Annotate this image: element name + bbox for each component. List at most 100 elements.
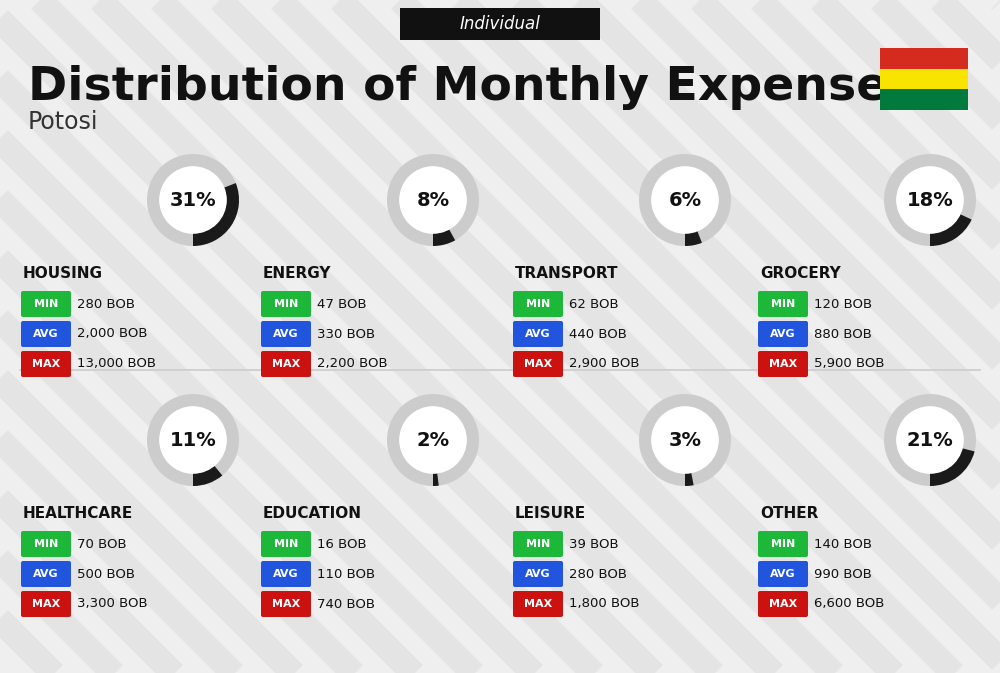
Text: 2,200 BOB: 2,200 BOB — [317, 357, 388, 371]
Text: 280 BOB: 280 BOB — [77, 297, 135, 310]
Text: 3,300 BOB: 3,300 BOB — [77, 598, 148, 610]
Text: AVG: AVG — [525, 569, 551, 579]
Text: AVG: AVG — [33, 569, 59, 579]
Wedge shape — [884, 394, 976, 486]
Text: AVG: AVG — [273, 569, 299, 579]
FancyBboxPatch shape — [261, 321, 311, 347]
Text: 13,000 BOB: 13,000 BOB — [77, 357, 156, 371]
Text: 140 BOB: 140 BOB — [814, 538, 872, 551]
Text: 740 BOB: 740 BOB — [317, 598, 375, 610]
Text: AVG: AVG — [770, 569, 796, 579]
Wedge shape — [884, 154, 976, 246]
Wedge shape — [193, 183, 239, 246]
FancyBboxPatch shape — [21, 591, 71, 617]
Text: 1,800 BOB: 1,800 BOB — [569, 598, 640, 610]
FancyBboxPatch shape — [880, 48, 968, 69]
Text: 62 BOB: 62 BOB — [569, 297, 619, 310]
Text: MIN: MIN — [526, 299, 550, 309]
FancyBboxPatch shape — [261, 561, 311, 587]
FancyBboxPatch shape — [513, 351, 563, 377]
Circle shape — [652, 407, 718, 473]
Circle shape — [400, 167, 466, 233]
Circle shape — [897, 167, 963, 233]
FancyBboxPatch shape — [758, 531, 808, 557]
Text: MAX: MAX — [272, 599, 300, 609]
Text: MAX: MAX — [769, 359, 797, 369]
Text: TRANSPORT: TRANSPORT — [515, 266, 618, 281]
Text: MAX: MAX — [524, 599, 552, 609]
Circle shape — [652, 167, 718, 233]
FancyBboxPatch shape — [513, 291, 563, 317]
Wedge shape — [147, 394, 239, 486]
FancyBboxPatch shape — [880, 69, 968, 90]
Text: 2,900 BOB: 2,900 BOB — [569, 357, 640, 371]
Text: 16 BOB: 16 BOB — [317, 538, 367, 551]
Text: AVG: AVG — [273, 329, 299, 339]
Text: Distribution of Monthly Expenses: Distribution of Monthly Expenses — [28, 65, 916, 110]
Text: MIN: MIN — [771, 299, 795, 309]
Text: MIN: MIN — [34, 539, 58, 549]
Text: 6,600 BOB: 6,600 BOB — [814, 598, 884, 610]
Text: MAX: MAX — [524, 359, 552, 369]
Wedge shape — [147, 154, 239, 246]
Wedge shape — [930, 214, 972, 246]
Wedge shape — [685, 231, 702, 246]
FancyBboxPatch shape — [21, 531, 71, 557]
FancyBboxPatch shape — [21, 351, 71, 377]
Text: EDUCATION: EDUCATION — [263, 505, 362, 520]
Text: MIN: MIN — [34, 299, 58, 309]
Text: AVG: AVG — [33, 329, 59, 339]
FancyBboxPatch shape — [261, 291, 311, 317]
FancyBboxPatch shape — [513, 531, 563, 557]
Wedge shape — [387, 394, 479, 486]
Text: MAX: MAX — [32, 599, 60, 609]
Text: 110 BOB: 110 BOB — [317, 567, 375, 581]
Text: 990 BOB: 990 BOB — [814, 567, 872, 581]
Text: Potosi: Potosi — [28, 110, 98, 134]
Text: AVG: AVG — [770, 329, 796, 339]
FancyBboxPatch shape — [400, 8, 600, 40]
Text: MAX: MAX — [272, 359, 300, 369]
Wedge shape — [387, 154, 479, 246]
Text: 11%: 11% — [170, 431, 216, 450]
Text: OTHER: OTHER — [760, 505, 818, 520]
Text: GROCERY: GROCERY — [760, 266, 841, 281]
Wedge shape — [930, 448, 975, 486]
Text: 70 BOB: 70 BOB — [77, 538, 127, 551]
Text: 47 BOB: 47 BOB — [317, 297, 367, 310]
FancyBboxPatch shape — [261, 531, 311, 557]
Text: 18%: 18% — [907, 190, 953, 209]
FancyBboxPatch shape — [758, 291, 808, 317]
Text: MIN: MIN — [274, 299, 298, 309]
Text: MAX: MAX — [769, 599, 797, 609]
Wedge shape — [639, 394, 731, 486]
Text: 880 BOB: 880 BOB — [814, 328, 872, 341]
Text: 120 BOB: 120 BOB — [814, 297, 872, 310]
Text: HOUSING: HOUSING — [23, 266, 103, 281]
Text: 3%: 3% — [668, 431, 702, 450]
FancyBboxPatch shape — [513, 591, 563, 617]
Text: 39 BOB: 39 BOB — [569, 538, 619, 551]
Text: 500 BOB: 500 BOB — [77, 567, 135, 581]
FancyBboxPatch shape — [261, 351, 311, 377]
FancyBboxPatch shape — [758, 591, 808, 617]
Wedge shape — [193, 466, 222, 486]
Text: MIN: MIN — [274, 539, 298, 549]
Text: ENERGY: ENERGY — [263, 266, 332, 281]
Text: AVG: AVG — [525, 329, 551, 339]
FancyBboxPatch shape — [880, 90, 968, 110]
FancyBboxPatch shape — [513, 321, 563, 347]
FancyBboxPatch shape — [758, 321, 808, 347]
Text: 21%: 21% — [907, 431, 953, 450]
Text: MIN: MIN — [526, 539, 550, 549]
Text: Individual: Individual — [460, 15, 540, 33]
Circle shape — [160, 407, 226, 473]
Text: MIN: MIN — [771, 539, 795, 549]
FancyBboxPatch shape — [758, 351, 808, 377]
Wedge shape — [639, 154, 731, 246]
Wedge shape — [433, 229, 455, 246]
Wedge shape — [433, 473, 439, 486]
Text: 2%: 2% — [416, 431, 450, 450]
FancyBboxPatch shape — [513, 561, 563, 587]
FancyBboxPatch shape — [261, 591, 311, 617]
